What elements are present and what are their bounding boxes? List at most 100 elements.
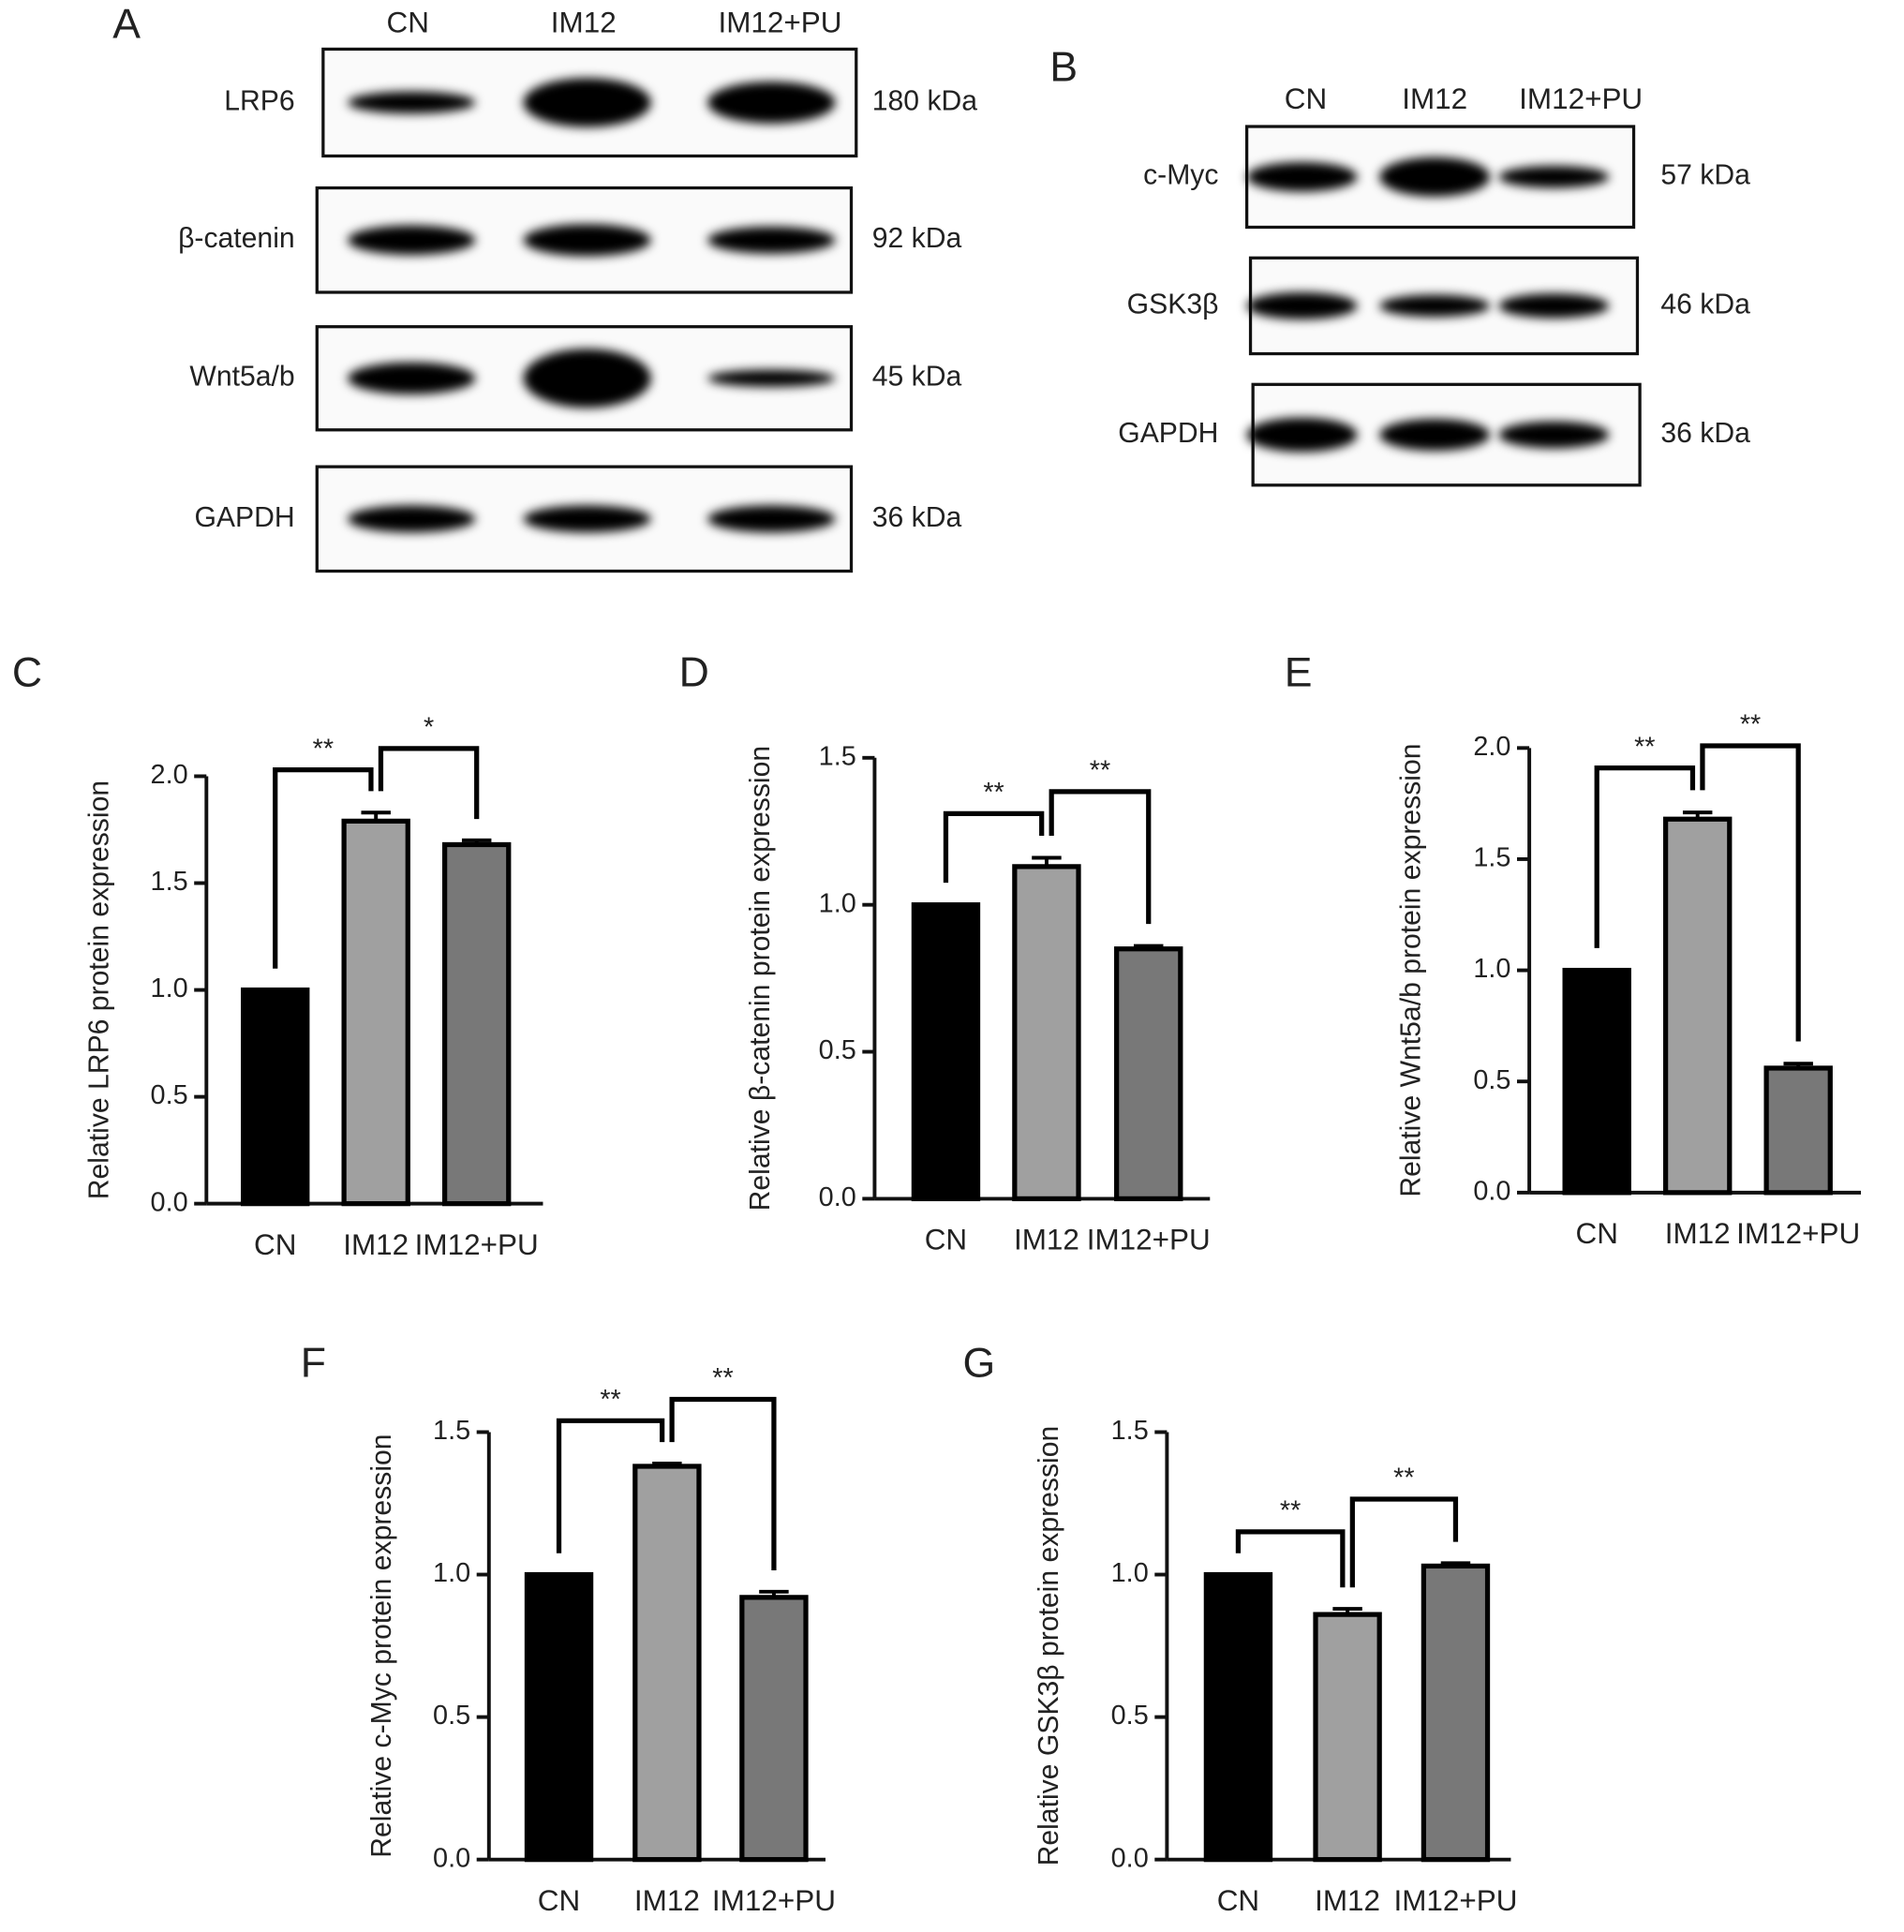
band xyxy=(1246,291,1358,320)
blot-size: 36 kDa xyxy=(872,502,962,533)
x-tick-label: IM12 xyxy=(343,1228,409,1261)
x-tick-label: IM12+PU xyxy=(1087,1224,1211,1256)
bar xyxy=(911,902,981,1202)
x-tick-label: CN xyxy=(1217,1884,1259,1917)
band xyxy=(1498,421,1610,449)
panel-letter: B xyxy=(1049,44,1078,90)
y-tick-label: 1.5 xyxy=(433,1416,470,1446)
y-tick-label: 0.5 xyxy=(1473,1065,1510,1095)
band xyxy=(707,226,836,254)
blot-size: 36 kDa xyxy=(1660,418,1750,449)
bar xyxy=(1313,1612,1382,1863)
y-axis-label: Relative c-Myc protein expression xyxy=(366,1434,397,1857)
y-tick-label: 0.0 xyxy=(819,1182,856,1212)
y-tick-label: 1.5 xyxy=(1473,843,1510,873)
lane-label: IM12 xyxy=(551,7,617,39)
y-tick-label: 1.0 xyxy=(433,1558,470,1588)
band xyxy=(523,78,651,127)
bar xyxy=(1562,967,1631,1196)
bar xyxy=(524,1571,594,1863)
blot-size: 57 kDa xyxy=(1660,160,1750,191)
significance-label: ** xyxy=(600,1385,620,1415)
panel-letter: F xyxy=(301,1340,326,1386)
y-tick-label: 2.0 xyxy=(1473,732,1510,762)
y-tick-label: 2.0 xyxy=(151,760,188,790)
y-tick-label: 1.0 xyxy=(1111,1558,1149,1588)
band xyxy=(1379,294,1491,318)
bar xyxy=(341,818,410,1207)
significance-label: * xyxy=(424,712,434,742)
bar xyxy=(739,1595,809,1863)
band xyxy=(523,349,651,409)
x-tick-label: IM12 xyxy=(634,1884,700,1917)
bar xyxy=(1203,1571,1273,1863)
x-tick-label: CN xyxy=(1575,1217,1617,1250)
band xyxy=(1498,165,1610,188)
significance-bracket xyxy=(378,746,480,820)
band xyxy=(1246,162,1358,192)
x-tick-label: IM12 xyxy=(1665,1217,1731,1250)
y-tick-label: 0.0 xyxy=(151,1187,188,1217)
blot-label: c-Myc xyxy=(1143,160,1218,191)
y-tick-label: 0.5 xyxy=(819,1035,856,1065)
lane-label: CN xyxy=(1285,82,1327,115)
significance-label: ** xyxy=(1090,756,1110,786)
significance-bracket xyxy=(1235,1529,1346,1588)
band xyxy=(348,362,476,394)
band xyxy=(1379,156,1491,197)
blot-label: GSK3β xyxy=(1127,289,1219,320)
significance-label: ** xyxy=(1634,732,1655,762)
panel-letter: C xyxy=(12,650,42,696)
bar xyxy=(241,987,310,1207)
y-tick-label: 1.5 xyxy=(151,867,188,897)
significance-bracket xyxy=(943,810,1045,884)
blot-size: 45 kDa xyxy=(872,362,962,393)
x-tick-label: IM12+PU xyxy=(712,1884,836,1917)
y-tick-label: 1.0 xyxy=(151,973,188,1003)
significance-label: ** xyxy=(1740,710,1761,740)
y-axis-label: Relative LRP6 protein expression xyxy=(84,780,115,1199)
y-tick-label: 0.5 xyxy=(433,1701,470,1731)
panel-letter: D xyxy=(679,650,709,696)
x-tick-label: IM12+PU xyxy=(415,1228,539,1261)
significance-bracket xyxy=(1349,1496,1459,1588)
bar xyxy=(1421,1563,1491,1863)
y-axis-label: Relative β-catenin protein expression xyxy=(745,746,776,1211)
blot-label: Wnt5a/b xyxy=(189,362,294,393)
y-tick-label: 0.5 xyxy=(151,1080,188,1110)
blot-label: LRP6 xyxy=(224,85,294,116)
x-tick-label: CN xyxy=(254,1228,296,1261)
significance-bracket xyxy=(273,767,374,969)
y-tick-label: 0.5 xyxy=(1111,1701,1149,1731)
significance-label: ** xyxy=(1393,1464,1414,1494)
bar xyxy=(1662,816,1733,1196)
x-tick-label: IM12 xyxy=(1014,1224,1079,1256)
significance-label: ** xyxy=(1280,1496,1301,1526)
y-axis-label: Relative GSK3β protein expression xyxy=(1034,1426,1064,1866)
y-axis-label: Relative Wnt5a/b protein expression xyxy=(1396,743,1427,1196)
band xyxy=(1246,417,1358,453)
panel-letter: G xyxy=(963,1340,996,1386)
x-tick-label: CN xyxy=(925,1224,967,1256)
bar xyxy=(441,841,512,1207)
y-tick-label: 1.5 xyxy=(1111,1416,1149,1446)
band xyxy=(1498,293,1610,319)
y-tick-label: 0.0 xyxy=(1111,1843,1149,1873)
y-tick-label: 0.0 xyxy=(1473,1176,1510,1206)
lane-label: CN xyxy=(387,7,429,39)
band xyxy=(707,505,836,533)
bar xyxy=(632,1464,702,1863)
blot-label: GAPDH xyxy=(194,502,294,533)
x-tick-label: IM12+PU xyxy=(1736,1217,1860,1250)
bar xyxy=(1012,864,1081,1202)
band xyxy=(523,505,651,533)
bar xyxy=(1763,1065,1833,1196)
blot-size: 180 kDa xyxy=(872,85,977,116)
x-tick-label: IM12 xyxy=(1315,1884,1380,1917)
band xyxy=(348,91,476,114)
x-tick-label: IM12+PU xyxy=(1393,1884,1517,1917)
significance-label: ** xyxy=(313,734,334,764)
band xyxy=(707,82,836,124)
